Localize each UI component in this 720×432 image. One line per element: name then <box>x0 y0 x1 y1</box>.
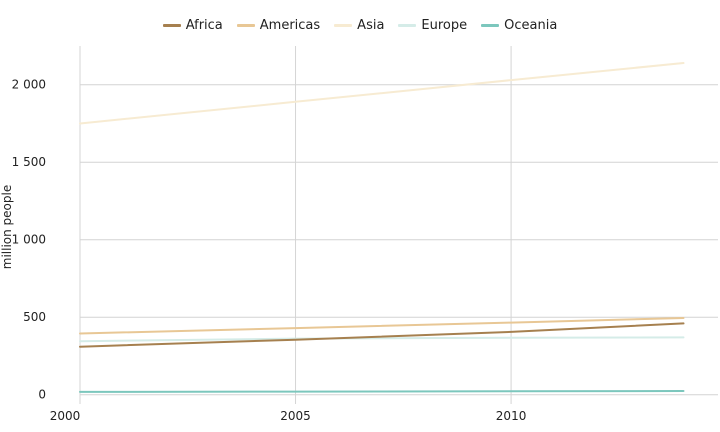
series-line-oceania <box>79 390 685 393</box>
legend-label: Oceania <box>504 17 558 33</box>
grid <box>79 46 718 404</box>
x-tick-label: 2010 <box>496 409 527 423</box>
legend-label: Africa <box>185 17 223 33</box>
series-lines <box>79 62 685 393</box>
series-line-africa <box>79 322 685 348</box>
legend-swatch <box>334 23 353 27</box>
legend-swatch <box>236 23 255 27</box>
legend-item-oceania[interactable]: Oceania <box>481 18 557 33</box>
y-tick-label: 500 <box>23 310 46 324</box>
legend-item-europe[interactable]: Europe <box>398 18 467 33</box>
legend-label: Americas <box>259 17 321 33</box>
series-line-asia <box>79 62 685 125</box>
y-tick-label: 0 <box>38 388 46 402</box>
legend-swatch <box>398 23 417 27</box>
series-line-americas <box>79 317 685 335</box>
y-tick-label: 2 000 <box>12 78 46 92</box>
legend-item-africa[interactable]: Africa <box>162 17 223 33</box>
legend-label: Europe <box>421 17 468 33</box>
legend-item-americas[interactable]: Americas <box>236 17 321 33</box>
legend-swatch <box>162 23 181 27</box>
legend: Africa Americas Asia Europe Oceania <box>0 14 720 36</box>
legend-label: Asia <box>357 17 385 33</box>
y-tick-label: 1 500 <box>12 155 46 169</box>
x-tick-label: 2000 <box>50 409 81 423</box>
y-tick-label: 1 000 <box>12 233 46 247</box>
tick-labels: 0 500 1 000 1 500 2 000 2000 2005 2010 <box>12 78 527 423</box>
legend-item-asia[interactable]: Asia <box>334 18 384 33</box>
x-tick-label: 2005 <box>280 409 311 423</box>
legend-swatch <box>481 23 500 27</box>
series-line-europe <box>79 336 685 343</box>
